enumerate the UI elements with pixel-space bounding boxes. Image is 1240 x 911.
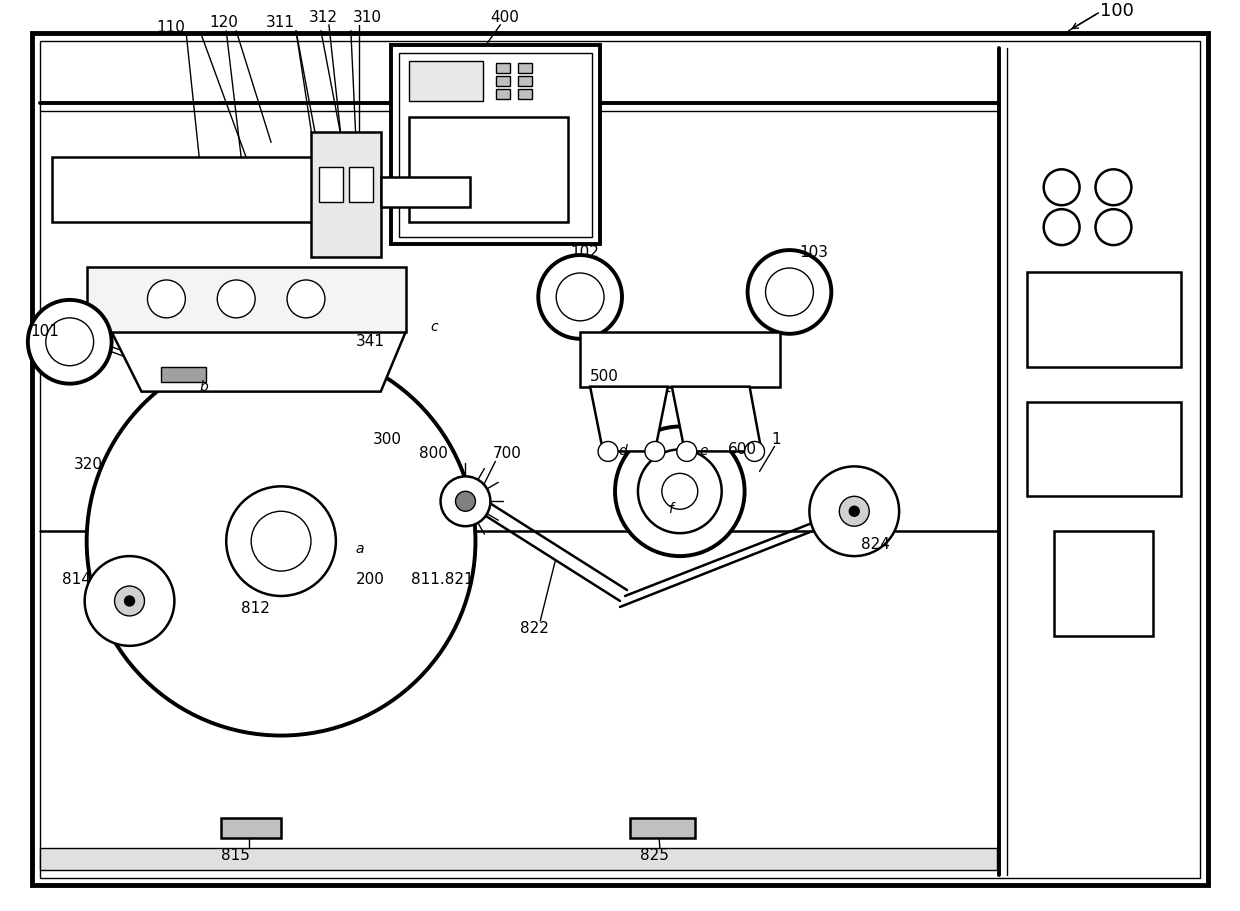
Text: 400: 400 (490, 10, 520, 26)
Polygon shape (112, 332, 405, 392)
Circle shape (226, 486, 336, 596)
Circle shape (1095, 169, 1131, 205)
Bar (381, 178, 470, 207)
Bar (518, 88, 532, 98)
Circle shape (1095, 210, 1131, 245)
Circle shape (744, 442, 765, 461)
Circle shape (748, 250, 831, 333)
Text: b: b (200, 380, 208, 394)
Bar (496, 76, 511, 86)
Circle shape (440, 476, 490, 527)
Text: 103: 103 (800, 244, 828, 260)
Circle shape (662, 474, 698, 509)
Bar (161, 367, 206, 382)
Text: 310: 310 (353, 10, 382, 26)
Text: 824: 824 (862, 537, 890, 552)
Text: 811.821: 811.821 (410, 571, 474, 587)
Bar (87, 267, 405, 332)
Text: 1: 1 (771, 432, 781, 447)
Text: 500: 500 (590, 369, 619, 384)
Bar (1027, 402, 1182, 496)
Bar (409, 61, 484, 100)
Text: 101: 101 (30, 324, 58, 339)
Bar (1054, 531, 1153, 636)
Bar (518, 76, 532, 86)
Text: 814: 814 (62, 571, 91, 587)
Bar (52, 158, 341, 222)
Text: a: a (356, 542, 365, 556)
Bar (221, 818, 281, 838)
Bar (496, 63, 511, 73)
Circle shape (538, 255, 622, 339)
Text: e: e (699, 445, 708, 458)
Bar (311, 132, 381, 257)
Circle shape (839, 496, 869, 527)
Circle shape (557, 273, 604, 321)
Text: 312: 312 (309, 10, 339, 26)
Bar (409, 118, 568, 222)
Text: 320: 320 (73, 457, 103, 472)
Polygon shape (672, 386, 761, 452)
Text: 120: 120 (210, 15, 238, 30)
Bar (630, 818, 694, 838)
Polygon shape (590, 386, 668, 452)
Circle shape (148, 280, 185, 318)
Circle shape (124, 596, 134, 606)
Text: 110: 110 (156, 20, 185, 36)
Circle shape (849, 507, 859, 517)
Circle shape (1044, 169, 1080, 205)
Text: 812: 812 (242, 601, 270, 617)
Circle shape (87, 347, 475, 735)
Circle shape (84, 556, 175, 646)
Text: 102: 102 (570, 244, 599, 260)
Circle shape (645, 442, 665, 461)
Text: 825: 825 (640, 847, 668, 863)
Circle shape (765, 268, 813, 316)
Circle shape (114, 586, 145, 616)
Bar (496, 88, 511, 98)
Text: 600: 600 (728, 442, 756, 457)
Bar (348, 168, 373, 202)
Bar (518, 63, 532, 73)
Text: d: d (618, 445, 626, 458)
Circle shape (1044, 210, 1080, 245)
Circle shape (615, 426, 744, 556)
Bar (399, 53, 591, 237)
Text: 300: 300 (373, 432, 402, 447)
Text: 800: 800 (419, 445, 448, 461)
Bar (319, 168, 343, 202)
Text: f: f (668, 502, 673, 517)
Text: 311: 311 (267, 15, 295, 30)
Text: 700: 700 (492, 445, 521, 461)
Circle shape (455, 491, 475, 511)
Circle shape (286, 280, 325, 318)
Circle shape (27, 300, 112, 384)
Text: 341: 341 (356, 334, 384, 349)
Text: 100: 100 (1100, 2, 1135, 20)
Bar (580, 332, 780, 386)
Bar (391, 45, 600, 244)
Text: c: c (430, 320, 438, 333)
Circle shape (252, 511, 311, 571)
Circle shape (677, 442, 697, 461)
Circle shape (217, 280, 255, 318)
Text: 200: 200 (356, 571, 384, 587)
Text: 815: 815 (221, 847, 250, 863)
Circle shape (637, 449, 722, 533)
Circle shape (810, 466, 899, 556)
Circle shape (598, 442, 618, 461)
Bar (1027, 272, 1182, 367)
Circle shape (46, 318, 94, 365)
Bar (40, 848, 997, 870)
Text: 822: 822 (521, 621, 549, 637)
